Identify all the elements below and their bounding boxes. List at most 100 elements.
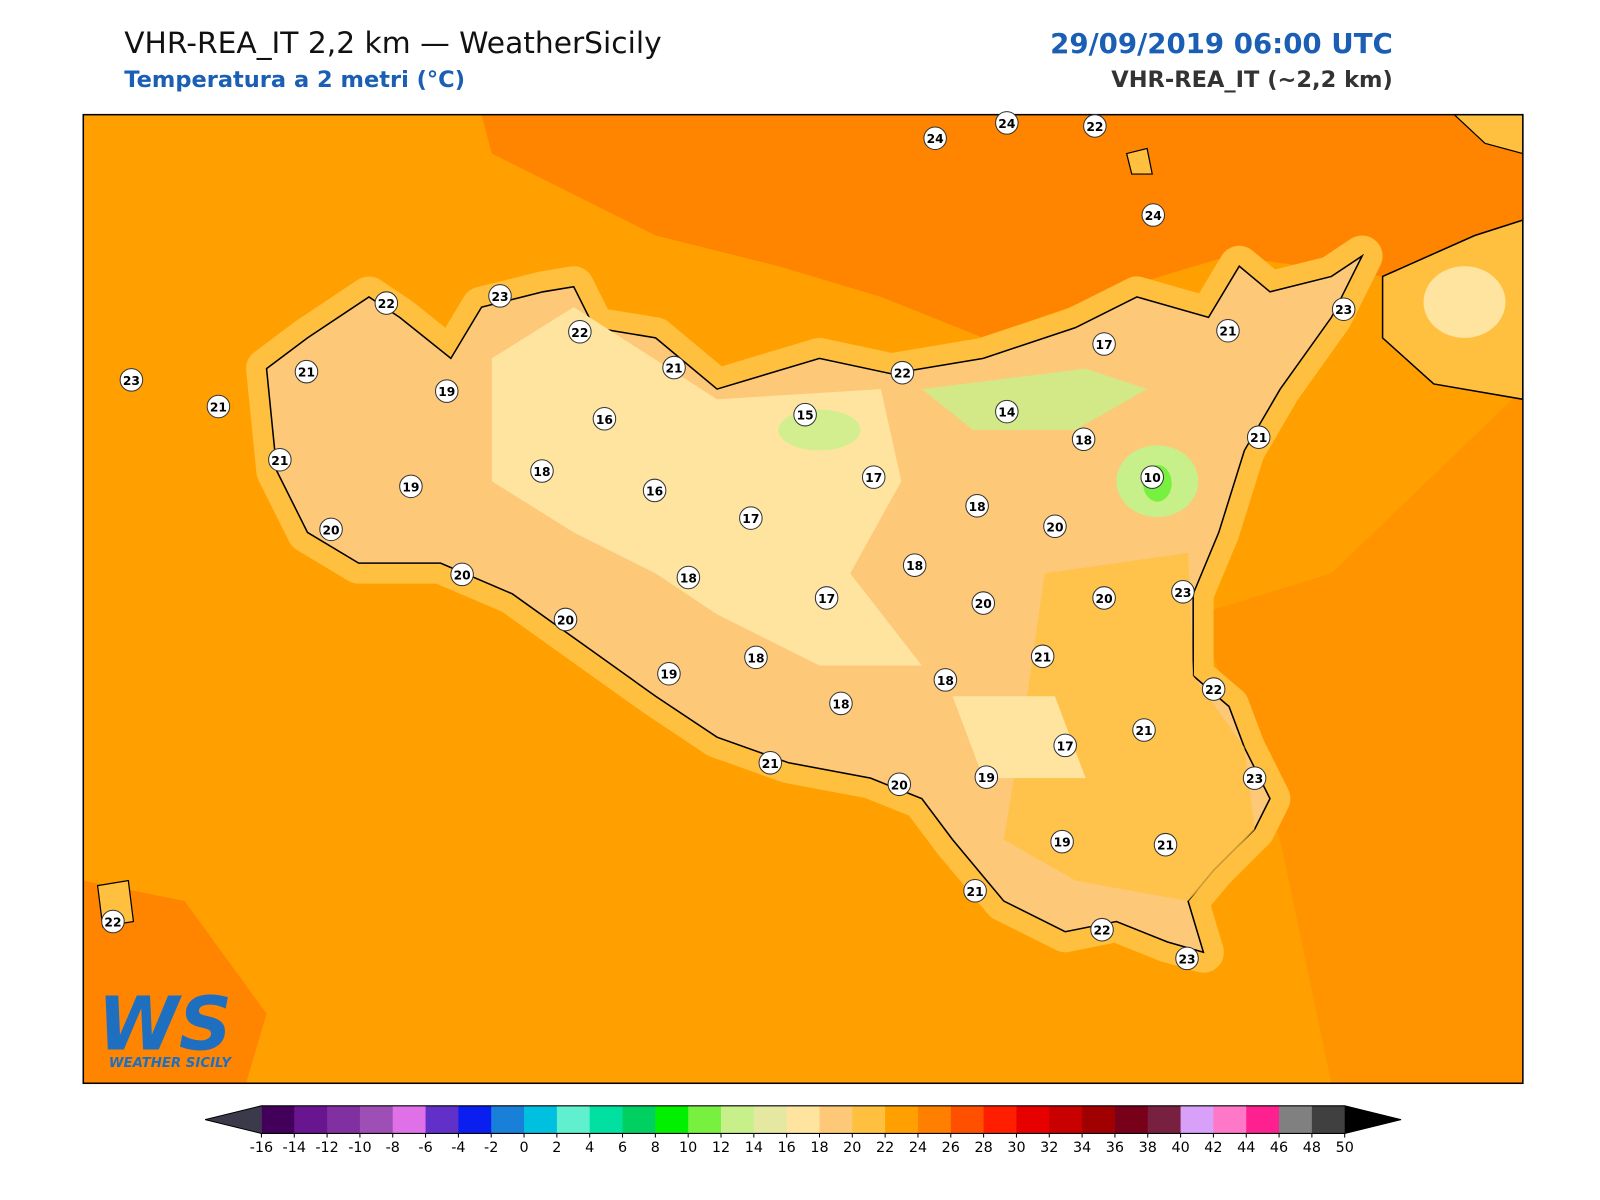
station-value: 22 xyxy=(1205,683,1222,697)
colorbar-bin xyxy=(1114,1105,1149,1134)
station-value: 20 xyxy=(1096,592,1113,606)
colorbar-tick-label: 34 xyxy=(1073,1140,1091,1156)
station-marker xyxy=(1053,733,1077,758)
colorbar-bin xyxy=(917,1105,952,1134)
colorbar-tick-label: 12 xyxy=(712,1140,730,1156)
station-marker xyxy=(829,691,853,716)
station-value: 17 xyxy=(1057,739,1074,753)
station-marker xyxy=(744,645,768,670)
datetime: 29/09/2019 06:00 UTC xyxy=(1050,27,1393,60)
station-marker xyxy=(1242,766,1267,790)
colorbar-tick-label: 26 xyxy=(942,1140,960,1156)
station-value: 17 xyxy=(1096,338,1113,352)
station-value: 15 xyxy=(797,409,814,423)
station-value: 18 xyxy=(937,674,954,688)
station-marker xyxy=(971,591,996,615)
station-value: 24 xyxy=(1145,209,1162,223)
station-value: 20 xyxy=(891,778,908,792)
station-marker xyxy=(861,465,886,489)
station-value: 17 xyxy=(742,512,759,526)
colorbar-tick-label: -12 xyxy=(315,1140,338,1156)
colorbar-tick-label: 36 xyxy=(1106,1140,1124,1156)
station-marker xyxy=(1090,917,1114,942)
station-marker xyxy=(530,459,554,483)
station-value: 23 xyxy=(491,290,508,304)
colorbar-tick-label: 4 xyxy=(585,1140,594,1156)
colorbar-bin xyxy=(721,1105,755,1134)
station-value: 10 xyxy=(1144,471,1161,485)
station-marker xyxy=(965,494,989,518)
station-value: 19 xyxy=(660,668,677,682)
temp-zone xyxy=(1423,266,1506,338)
station-value: 21 xyxy=(1157,839,1174,853)
map-area xyxy=(83,114,1523,1084)
colorbar-tick-label: 48 xyxy=(1303,1140,1321,1156)
colorbar-tick-label: 38 xyxy=(1139,1140,1157,1156)
station-value: 16 xyxy=(646,484,663,498)
station-marker xyxy=(553,607,578,632)
colorbar-bin xyxy=(655,1105,689,1134)
station-marker xyxy=(592,406,617,431)
temp-zone xyxy=(778,409,861,451)
station-marker xyxy=(1092,332,1116,356)
colorbar-tick-label: 20 xyxy=(843,1140,861,1156)
station-marker xyxy=(488,284,512,308)
colorbar-bin xyxy=(1180,1105,1214,1134)
colorbar-bin xyxy=(786,1105,820,1134)
station-value: 23 xyxy=(1174,586,1191,600)
colorbar-tick-label: -16 xyxy=(250,1140,273,1156)
station-value: 22 xyxy=(104,916,121,930)
colorbar-bin xyxy=(261,1105,295,1134)
station-marker xyxy=(793,402,817,427)
station-marker xyxy=(434,379,459,403)
station-value: 21 xyxy=(1034,650,1051,664)
warm-sea xyxy=(83,880,267,1084)
station-value: 22 xyxy=(378,297,395,311)
title: VHR-REA_IT 2,2 km — WeatherSicily xyxy=(124,26,661,61)
station-marker xyxy=(974,765,999,789)
station-marker xyxy=(568,319,592,344)
colorbar-tick-label: -14 xyxy=(283,1140,306,1156)
temp-zone xyxy=(921,368,1148,431)
station-marker xyxy=(294,359,319,384)
station-value: 19 xyxy=(402,480,419,494)
station-value: 20 xyxy=(1046,520,1063,534)
station-marker xyxy=(923,126,947,150)
station-marker xyxy=(1030,644,1055,669)
station-marker xyxy=(814,586,839,610)
station-value: 21 xyxy=(967,885,984,899)
colorbar-tick-label: 14 xyxy=(745,1140,763,1156)
colorbar-bin xyxy=(392,1105,427,1134)
station-value: 18 xyxy=(832,697,849,711)
colorbar-bin xyxy=(524,1105,558,1134)
station-value: 18 xyxy=(969,500,986,514)
colorbar: -16 -14 -12 -10 -8 -6 -4 -2 0 2 4 6 8 10 12 14 16 18 20 22 2… xyxy=(204,1105,1402,1156)
station-value: 19 xyxy=(438,385,455,399)
station-value: 23 xyxy=(1335,303,1352,317)
colorbar-tick-label: 0 xyxy=(519,1140,528,1156)
station-value: 21 xyxy=(298,366,315,380)
station-value: 20 xyxy=(454,568,471,582)
colorbar-tick-label: 30 xyxy=(1007,1140,1025,1156)
subtitle: Temperatura a 2 metri (°C) xyxy=(124,67,465,93)
station-value: 14 xyxy=(998,406,1015,420)
colorbar-tick-label: 18 xyxy=(810,1140,828,1156)
temp-zone xyxy=(952,696,1086,779)
stations: 24 24 22 24 23 21 17 22 14 18 21 10 15 17 18 20 23 20 20 21… xyxy=(101,111,1356,971)
colorbar-bin xyxy=(1279,1105,1313,1134)
station-value: 22 xyxy=(1086,120,1103,134)
temp-zone xyxy=(491,307,922,666)
colorbar-bin xyxy=(885,1105,919,1134)
station-marker xyxy=(319,517,343,542)
colorbar-bin xyxy=(294,1105,328,1134)
colorbar-bin xyxy=(819,1105,853,1134)
colorbar-bin xyxy=(1147,1105,1182,1134)
station-marker xyxy=(101,909,125,934)
colorbar-bin xyxy=(589,1105,624,1134)
station-value: 20 xyxy=(323,523,340,537)
station-marker xyxy=(662,355,686,380)
station-value: 23 xyxy=(123,374,140,388)
station-marker xyxy=(399,474,423,499)
station-marker xyxy=(119,368,144,392)
colorbar-tick-label: 16 xyxy=(778,1140,796,1156)
